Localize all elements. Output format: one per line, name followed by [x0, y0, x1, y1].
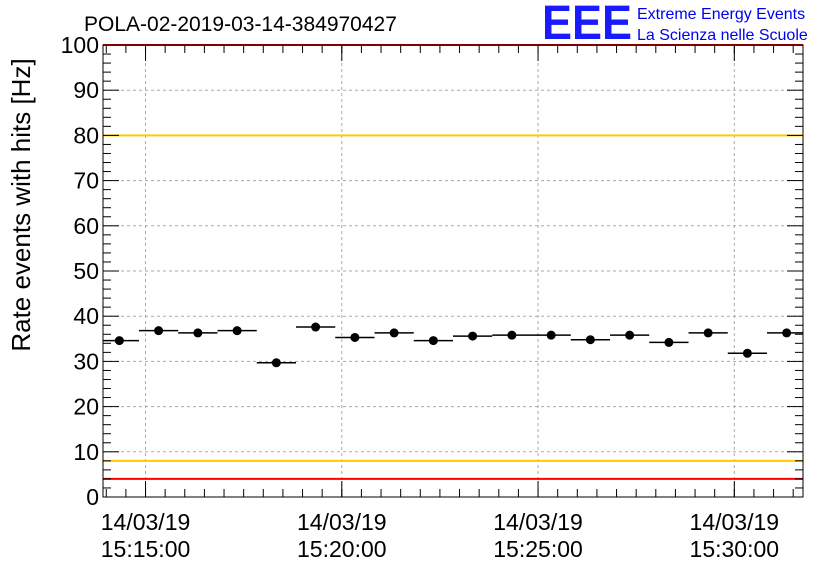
y-axis: 0 10 20 30 40 50 60 70 80 90 100: [61, 32, 803, 510]
x-axis: 14/03/1915:15:0014/03/1915:20:0014/03/19…: [101, 45, 794, 562]
x-tick-time: 15:30:00: [690, 536, 780, 562]
x-tick-date: 14/03/19: [297, 509, 387, 535]
data-series: [103, 322, 803, 368]
x-tick-date: 14/03/19: [690, 509, 780, 535]
eee-logo: EEE Extreme Energy Events La Scienza nel…: [542, 0, 808, 50]
y-tick-label: 100: [61, 32, 99, 58]
logo-line-2: La Scienza nelle Scuole: [637, 27, 808, 44]
y-tick-label: 50: [73, 258, 99, 284]
y-tick-label: 60: [73, 213, 99, 239]
data-point: [232, 326, 242, 336]
y-tick-label: 40: [73, 303, 99, 329]
x-tick-time: 15:20:00: [297, 536, 387, 562]
y-tick-label: 20: [73, 394, 99, 420]
data-point: [389, 328, 399, 338]
y-tick-label: 30: [73, 348, 99, 374]
grid: [103, 45, 803, 497]
logo-mark: EEE: [542, 0, 632, 50]
chart-title: POLA-02-2019-03-14-384970427: [84, 13, 397, 36]
data-point: [664, 337, 674, 347]
y-tick-label: 90: [73, 77, 99, 103]
data-point: [742, 348, 752, 358]
x-tick-date: 14/03/19: [493, 509, 583, 535]
data-point: [546, 330, 556, 340]
y-tick-label: 70: [73, 168, 99, 194]
data-point: [782, 328, 792, 338]
x-tick-date: 14/03/19: [101, 509, 191, 535]
reference-lines: [103, 44, 803, 480]
data-point: [625, 330, 635, 340]
data-point: [428, 336, 438, 346]
x-tick-time: 15:15:00: [101, 536, 191, 562]
data-point: [154, 326, 164, 336]
logo-line-1: Extreme Energy Events: [637, 6, 805, 23]
y-tick-label: 0: [86, 484, 99, 510]
data-point: [350, 332, 360, 342]
data-point: [585, 335, 595, 345]
y-tick-label: 10: [73, 439, 99, 465]
data-point: [271, 358, 281, 368]
data-point: [507, 330, 517, 340]
data-point: [703, 328, 713, 338]
data-point: [468, 331, 478, 341]
x-tick-time: 15:25:00: [493, 536, 583, 562]
data-point: [311, 322, 321, 332]
y-tick-label: 80: [73, 122, 99, 148]
y-axis-title: Rate events with hits [Hz]: [6, 58, 36, 351]
data-point: [114, 336, 124, 346]
data-point: [193, 328, 203, 338]
